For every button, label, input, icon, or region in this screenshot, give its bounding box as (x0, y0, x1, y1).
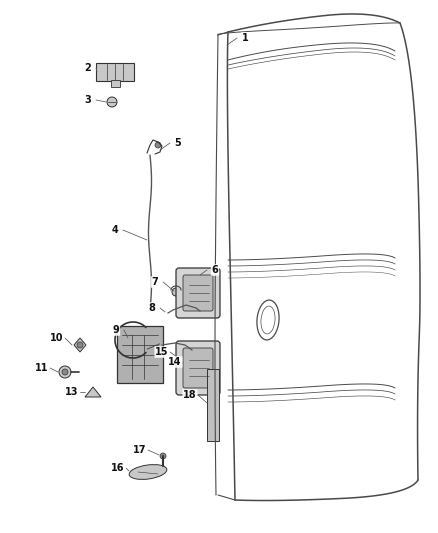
FancyBboxPatch shape (176, 341, 220, 395)
Text: 18: 18 (183, 390, 197, 400)
FancyBboxPatch shape (183, 275, 213, 311)
Text: 10: 10 (50, 333, 64, 343)
Circle shape (178, 352, 188, 362)
Text: 2: 2 (85, 63, 92, 73)
Text: 1: 1 (242, 33, 248, 43)
Circle shape (107, 97, 117, 107)
Circle shape (62, 369, 68, 375)
Text: 9: 9 (113, 325, 120, 335)
Circle shape (155, 142, 161, 148)
Circle shape (77, 342, 83, 348)
Text: 8: 8 (148, 303, 155, 313)
Text: 15: 15 (155, 347, 169, 357)
FancyBboxPatch shape (96, 63, 134, 81)
Text: 13: 13 (65, 387, 79, 397)
FancyBboxPatch shape (117, 326, 163, 383)
Circle shape (59, 366, 71, 378)
Polygon shape (85, 387, 101, 397)
Text: 5: 5 (175, 138, 181, 148)
Text: 16: 16 (111, 463, 125, 473)
FancyBboxPatch shape (183, 348, 213, 388)
Circle shape (160, 453, 166, 459)
Text: 6: 6 (212, 265, 219, 275)
FancyBboxPatch shape (176, 268, 220, 318)
Text: 14: 14 (168, 357, 182, 367)
Text: 17: 17 (133, 445, 147, 455)
Circle shape (172, 288, 180, 296)
Ellipse shape (129, 465, 167, 479)
Polygon shape (74, 338, 86, 352)
Text: 7: 7 (152, 277, 159, 287)
Text: 4: 4 (112, 225, 118, 235)
Text: 11: 11 (35, 363, 49, 373)
Text: 3: 3 (85, 95, 92, 105)
FancyBboxPatch shape (110, 79, 120, 86)
FancyBboxPatch shape (207, 369, 219, 441)
